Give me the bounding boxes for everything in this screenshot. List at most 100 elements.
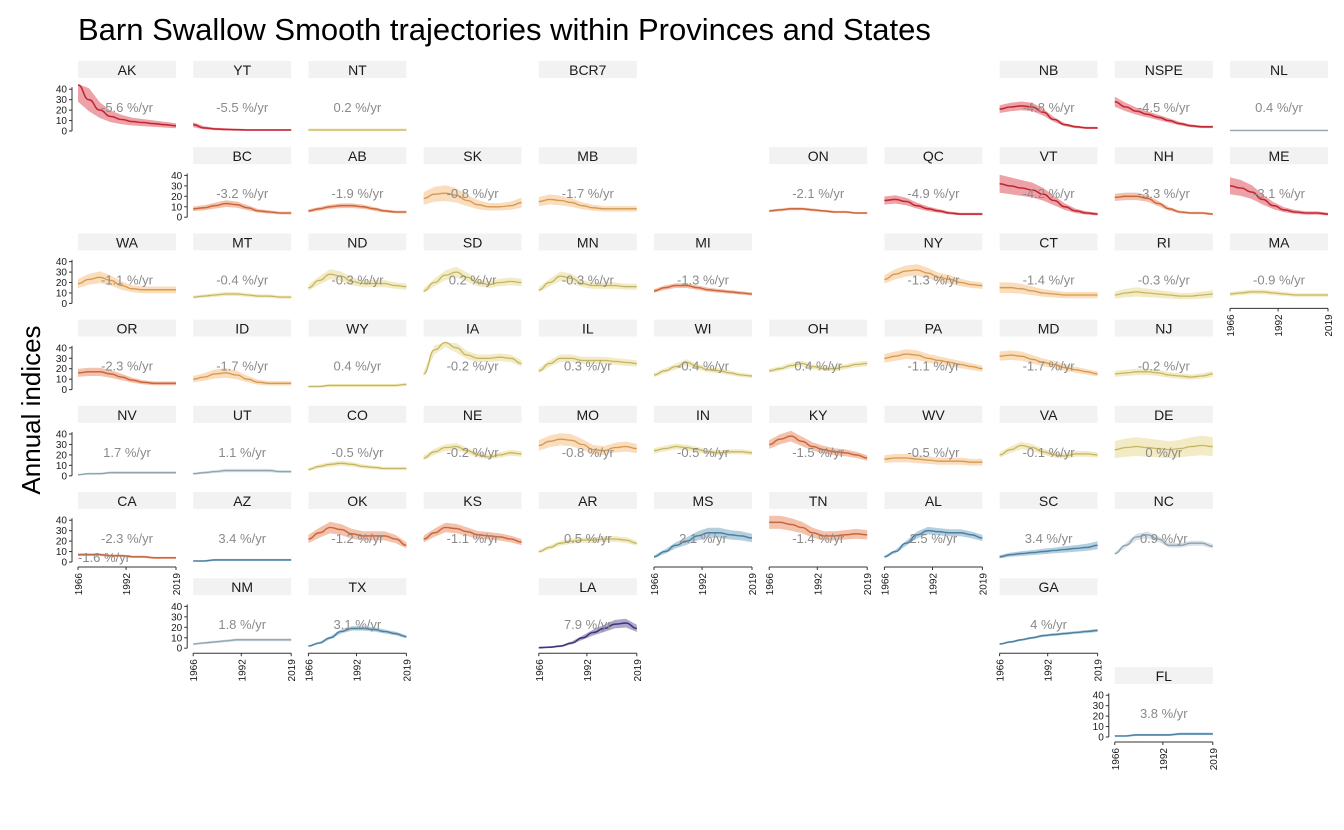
trend-label: -4.5 %/yr <box>1138 100 1191 115</box>
panel-label: MO <box>577 407 600 423</box>
trend-label: -0.2 %/yr <box>1138 359 1191 374</box>
panel-strip <box>884 405 983 423</box>
trend-line <box>77 471 176 476</box>
panel-strip <box>1230 61 1328 78</box>
trend-label: -4.8 %/yr <box>1023 100 1076 115</box>
trend-line <box>999 444 1098 457</box>
trend-line-median <box>423 446 522 459</box>
trend-line <box>999 354 1098 375</box>
panel-nh: NH -3.3 %/yr <box>1114 147 1213 216</box>
y-tick-label: 40 <box>56 430 68 441</box>
y-tick-label: 10 <box>56 288 68 299</box>
trend-label: -0.5 %/yr <box>331 445 384 460</box>
trend-line-median <box>308 205 407 213</box>
trend-line <box>423 445 522 459</box>
panel-ri: RI -0.3 %/yr <box>1114 233 1213 300</box>
panel-strip <box>538 61 637 78</box>
panel-strip <box>999 233 1098 251</box>
trend-label: 1.1 %/yr <box>218 445 266 460</box>
y-tick-label: 0 <box>61 471 67 482</box>
panel-strip <box>423 319 522 337</box>
panel-label: IA <box>466 321 480 337</box>
y-tick-label: 0 <box>177 644 183 655</box>
trend-label: -0.4 %/yr <box>677 359 730 374</box>
panel-label: IL <box>582 321 594 337</box>
panel-label: CT <box>1039 234 1058 250</box>
x-tick-label: 1966 <box>765 573 776 596</box>
panel-qc: QC -4.9 %/yr <box>884 147 983 216</box>
x-tick-label: 1966 <box>650 573 661 596</box>
panel-strip <box>193 61 292 78</box>
x-tick-label: 1992 <box>813 573 824 596</box>
trend-line-median <box>1229 291 1328 296</box>
trend-line-median <box>653 446 753 454</box>
panel-ky: KY -1.5 %/yr <box>769 405 868 461</box>
trend-line <box>999 286 1098 296</box>
x-tick-label: 1966 <box>1226 314 1237 337</box>
y-tick-label: 20 <box>56 364 68 375</box>
panel-label: MA <box>1269 234 1291 250</box>
uncertainty-band <box>1114 435 1213 459</box>
panel-strip <box>308 233 407 251</box>
panel-vt: VT -4.2 %/yr <box>999 147 1098 216</box>
panel-strip <box>193 578 292 596</box>
y-tick-label: 0 <box>61 385 67 396</box>
panel-strip <box>78 319 176 337</box>
panel-strip <box>78 405 176 423</box>
trend-line <box>769 521 868 537</box>
panel-label: KS <box>463 493 482 509</box>
trend-line <box>77 370 176 385</box>
trend-line-median <box>999 287 1098 296</box>
panel-label: YT <box>233 62 251 78</box>
trend-line <box>423 192 522 208</box>
trend-line <box>193 469 292 475</box>
panel-strip <box>538 578 637 596</box>
panel-strip <box>193 147 292 165</box>
panel-label: NT <box>348 62 367 78</box>
panel-strip <box>308 578 407 596</box>
y-tick-label: 20 <box>171 192 183 203</box>
y-tick-label: 30 <box>1093 701 1105 712</box>
trend-line <box>884 529 983 558</box>
panel-label: WY <box>346 321 369 337</box>
panel-label: ME <box>1269 148 1290 164</box>
x-tick-label: 1992 <box>1159 748 1170 771</box>
panel-strip <box>1114 405 1213 423</box>
trend-label: -5.6 %/yr <box>101 100 154 115</box>
panel-label: WA <box>116 234 139 250</box>
trend-line-median <box>423 271 522 292</box>
trend-label: -1.7 %/yr <box>562 186 615 201</box>
trend-line-median <box>77 84 177 127</box>
panel-label: UT <box>233 407 252 423</box>
panel-strip <box>999 492 1098 509</box>
trend-line-median <box>1114 291 1213 297</box>
panel-strip <box>769 405 868 423</box>
panel-label: MS <box>693 493 714 509</box>
panel-label: SC <box>1039 493 1058 509</box>
panel-label: NJ <box>1155 321 1172 337</box>
panel-sk: SK -0.8 %/yr <box>423 147 522 211</box>
trend-label: -4.2 %/yr <box>1023 186 1076 201</box>
trend-label: 0.4 %/yr <box>794 359 842 374</box>
y-tick-label: 40 <box>56 85 68 96</box>
y-tick-label: 30 <box>56 268 68 279</box>
panel-ks: KS -1.1 %/yr <box>423 492 522 546</box>
trend-line <box>1114 370 1213 378</box>
uncertainty-band <box>538 536 637 554</box>
panel-label: NB <box>1039 62 1058 78</box>
panel-strip <box>538 147 637 165</box>
panel-wv: WV -0.5 %/yr <box>884 405 983 466</box>
uncertainty-band <box>193 292 292 299</box>
trend-line <box>653 361 753 377</box>
y-tick-label: 20 <box>56 450 68 461</box>
x-tick-label: 1992 <box>698 573 709 596</box>
y-tick-label: 40 <box>56 257 68 268</box>
panel-label: OK <box>347 493 368 509</box>
panel-label: SK <box>463 148 482 164</box>
x-tick-label: 1966 <box>189 659 200 682</box>
trend-line-median <box>884 269 983 286</box>
trend-line <box>769 208 868 214</box>
